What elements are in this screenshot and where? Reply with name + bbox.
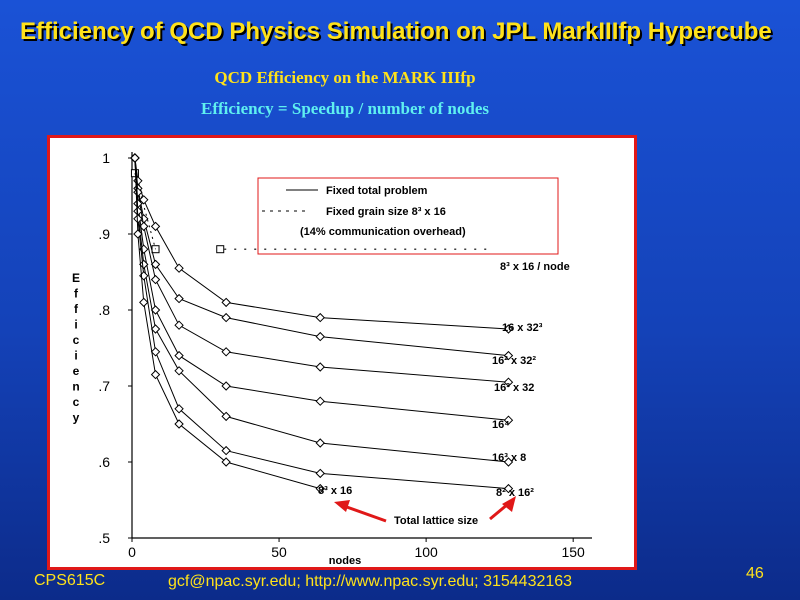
series-point (315, 468, 325, 479)
course-code: CPS615C (34, 572, 106, 589)
contact-info: gcf@npac.syr.edu; http://www.npac.syr.ed… (168, 573, 573, 590)
x-tick-label: 150 (561, 544, 585, 560)
series-point (174, 263, 184, 273)
series-point (221, 297, 231, 308)
y-tick-label: .8 (98, 302, 110, 318)
series-point (503, 415, 514, 425)
legend-solid-label: Fixed total problem (326, 185, 428, 197)
series-label: 8³ x 16 (318, 485, 352, 497)
series-point (139, 297, 149, 308)
series-point (174, 293, 184, 304)
series-line (134, 157, 509, 383)
series-line (134, 157, 509, 421)
arrow-right-head (502, 496, 516, 512)
series-point (221, 347, 231, 357)
series-point (150, 369, 161, 380)
series-point (130, 153, 140, 163)
series-point (221, 445, 231, 456)
series-point (315, 331, 325, 342)
series-point (174, 419, 184, 429)
series-point (315, 362, 325, 372)
series-point (315, 396, 325, 406)
series-point (221, 411, 231, 422)
x-tick-label: 0 (128, 544, 136, 560)
series-point (221, 381, 231, 391)
series-point (151, 245, 160, 254)
series-point (174, 350, 184, 361)
series-point (174, 366, 184, 376)
series-point (139, 195, 149, 205)
y-tick-label: .5 (98, 530, 110, 546)
series-point (133, 229, 143, 239)
y-tick-label: .7 (98, 378, 110, 394)
series-point (216, 245, 225, 254)
series-point (174, 320, 184, 330)
arrow-left-shaft (343, 504, 387, 523)
series-label: 16³ x 8 (492, 452, 526, 464)
series-point (315, 438, 325, 448)
x-tick-label: 100 (414, 544, 438, 560)
series-line (134, 157, 509, 463)
x-axis-title: nodes (329, 555, 361, 567)
series-point (150, 221, 161, 232)
y-tick-label: .6 (98, 454, 110, 470)
series-label: 8² x 16² (496, 487, 534, 499)
series-point (315, 483, 325, 494)
chart-heading: QCD Efficiency on the MARK IIIfp (214, 68, 476, 87)
series-point (150, 259, 161, 270)
arrow-left-head (334, 500, 350, 512)
series-line (134, 157, 509, 490)
series-point (315, 312, 325, 323)
legend-note: (14% communication overhead) (300, 226, 466, 238)
arrow-right-shaft (489, 502, 509, 521)
legend-box (257, 177, 559, 255)
series-point (221, 312, 231, 323)
slide-title: Efficiency of QCD Physics Simulation on … (20, 18, 772, 45)
legend-dashed-label: Fixed grain size 8³ x 16 (326, 206, 446, 218)
series-label: 16⁴ (492, 419, 510, 431)
x-tick-label: 50 (271, 544, 287, 560)
series-point (503, 483, 514, 494)
series-point (150, 324, 161, 334)
series-point (150, 347, 161, 357)
series-label: 16³ x 32 (494, 382, 534, 394)
series-point (221, 457, 231, 467)
series-point (139, 259, 149, 270)
page-number: 46 (746, 565, 764, 582)
series-point (503, 377, 514, 387)
series-point (503, 324, 514, 334)
efficiency-definition: Efficiency = Speedup / number of nodes (200, 99, 489, 118)
series-point (174, 404, 184, 414)
series-label: 8³ x 16 / node (500, 261, 570, 273)
series-point (503, 457, 514, 467)
y-tick-label: .9 (98, 226, 110, 242)
series-point (150, 305, 161, 315)
series-label: 16² x 32² (492, 355, 536, 367)
lattice-size-annotation: Total lattice size (394, 515, 478, 527)
series-point (503, 350, 514, 361)
series-point (150, 274, 161, 285)
y-tick-label: 1 (102, 150, 110, 166)
efficiency-chart: 1 .9 .8 .7 .6 .5 0 50 100 150 nodes E f f i c i e n c y Fixed… (72, 150, 592, 567)
series-label: 16 x 32³ (502, 322, 543, 334)
